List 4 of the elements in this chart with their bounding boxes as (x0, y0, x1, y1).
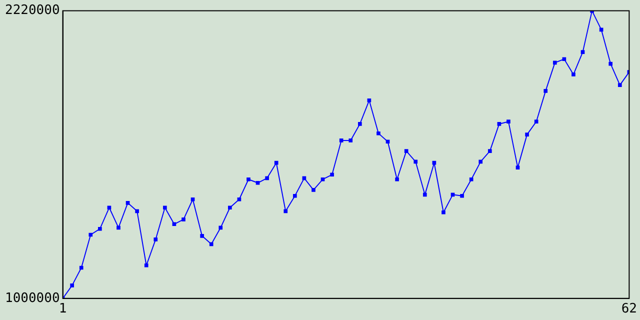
y-tick-label: 2220000 (4, 3, 60, 18)
x-tick-label: 62 (621, 302, 637, 317)
y-tick-label: 1000000 (4, 290, 60, 306)
x-tick-label: 1 (58, 302, 67, 317)
